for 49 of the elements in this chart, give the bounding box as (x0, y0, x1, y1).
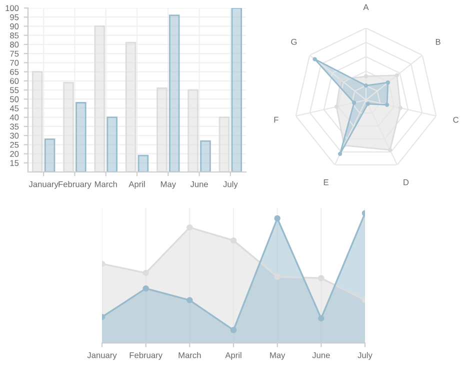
spoke-label: D (404, 179, 409, 186)
y-tick-label: 65 (10, 68, 19, 75)
point (142, 270, 149, 276)
point (186, 224, 193, 231)
x-tick-label: February (58, 181, 92, 189)
point (230, 326, 237, 334)
y-tick-label: 85 (10, 32, 19, 38)
x-tick-label: May (160, 181, 176, 189)
x-tick-label: March (178, 352, 201, 358)
x-tick-label: January (87, 352, 117, 360)
y-tick-label: 90 (10, 23, 19, 30)
y-tick-label: 35 (10, 124, 19, 130)
x-tick-label: June (190, 181, 208, 188)
x-tick-label: July (358, 352, 372, 360)
point (230, 237, 237, 244)
x-tick-label: April (128, 181, 145, 189)
y-tick-label: 100 (6, 5, 19, 12)
point (274, 215, 280, 222)
spoke-label: C (453, 116, 459, 123)
y-tick-label: 60 (10, 78, 19, 84)
y-tick-label: 20 (10, 150, 19, 157)
y-tick-label: 45 (10, 106, 19, 112)
spoke-label: A (363, 4, 369, 10)
x-tick-label: March (94, 181, 117, 188)
y-tick-label: 55 (10, 87, 19, 94)
y-tick-label: 70 (10, 60, 19, 66)
y-tick-label: 15 (10, 160, 19, 166)
x-tick-label: May (270, 352, 286, 360)
y-tick-label: 75 (10, 50, 19, 57)
point (274, 274, 280, 280)
spoke-label: F (274, 116, 278, 123)
point (186, 297, 193, 304)
y-tick-label: 30 (10, 132, 19, 139)
point (318, 274, 324, 282)
spoke-label: B (436, 38, 440, 45)
y-tick-label: 95 (10, 14, 19, 20)
point (142, 285, 149, 292)
spoke-label: E (324, 179, 328, 186)
x-tick-label: June (312, 352, 330, 358)
y-tick-label: 25 (10, 142, 19, 148)
y-tick-label: 40 (10, 114, 19, 120)
y-tick-label: 80 (10, 42, 19, 48)
x-tick-label: July (223, 181, 238, 189)
x-tick-label: April (225, 352, 242, 360)
y-tick-label: 50 (10, 96, 19, 102)
x-tick-label: February (130, 352, 162, 360)
x-tick-label: January (28, 181, 58, 189)
point (318, 315, 324, 322)
spoke-label: G (291, 38, 297, 45)
